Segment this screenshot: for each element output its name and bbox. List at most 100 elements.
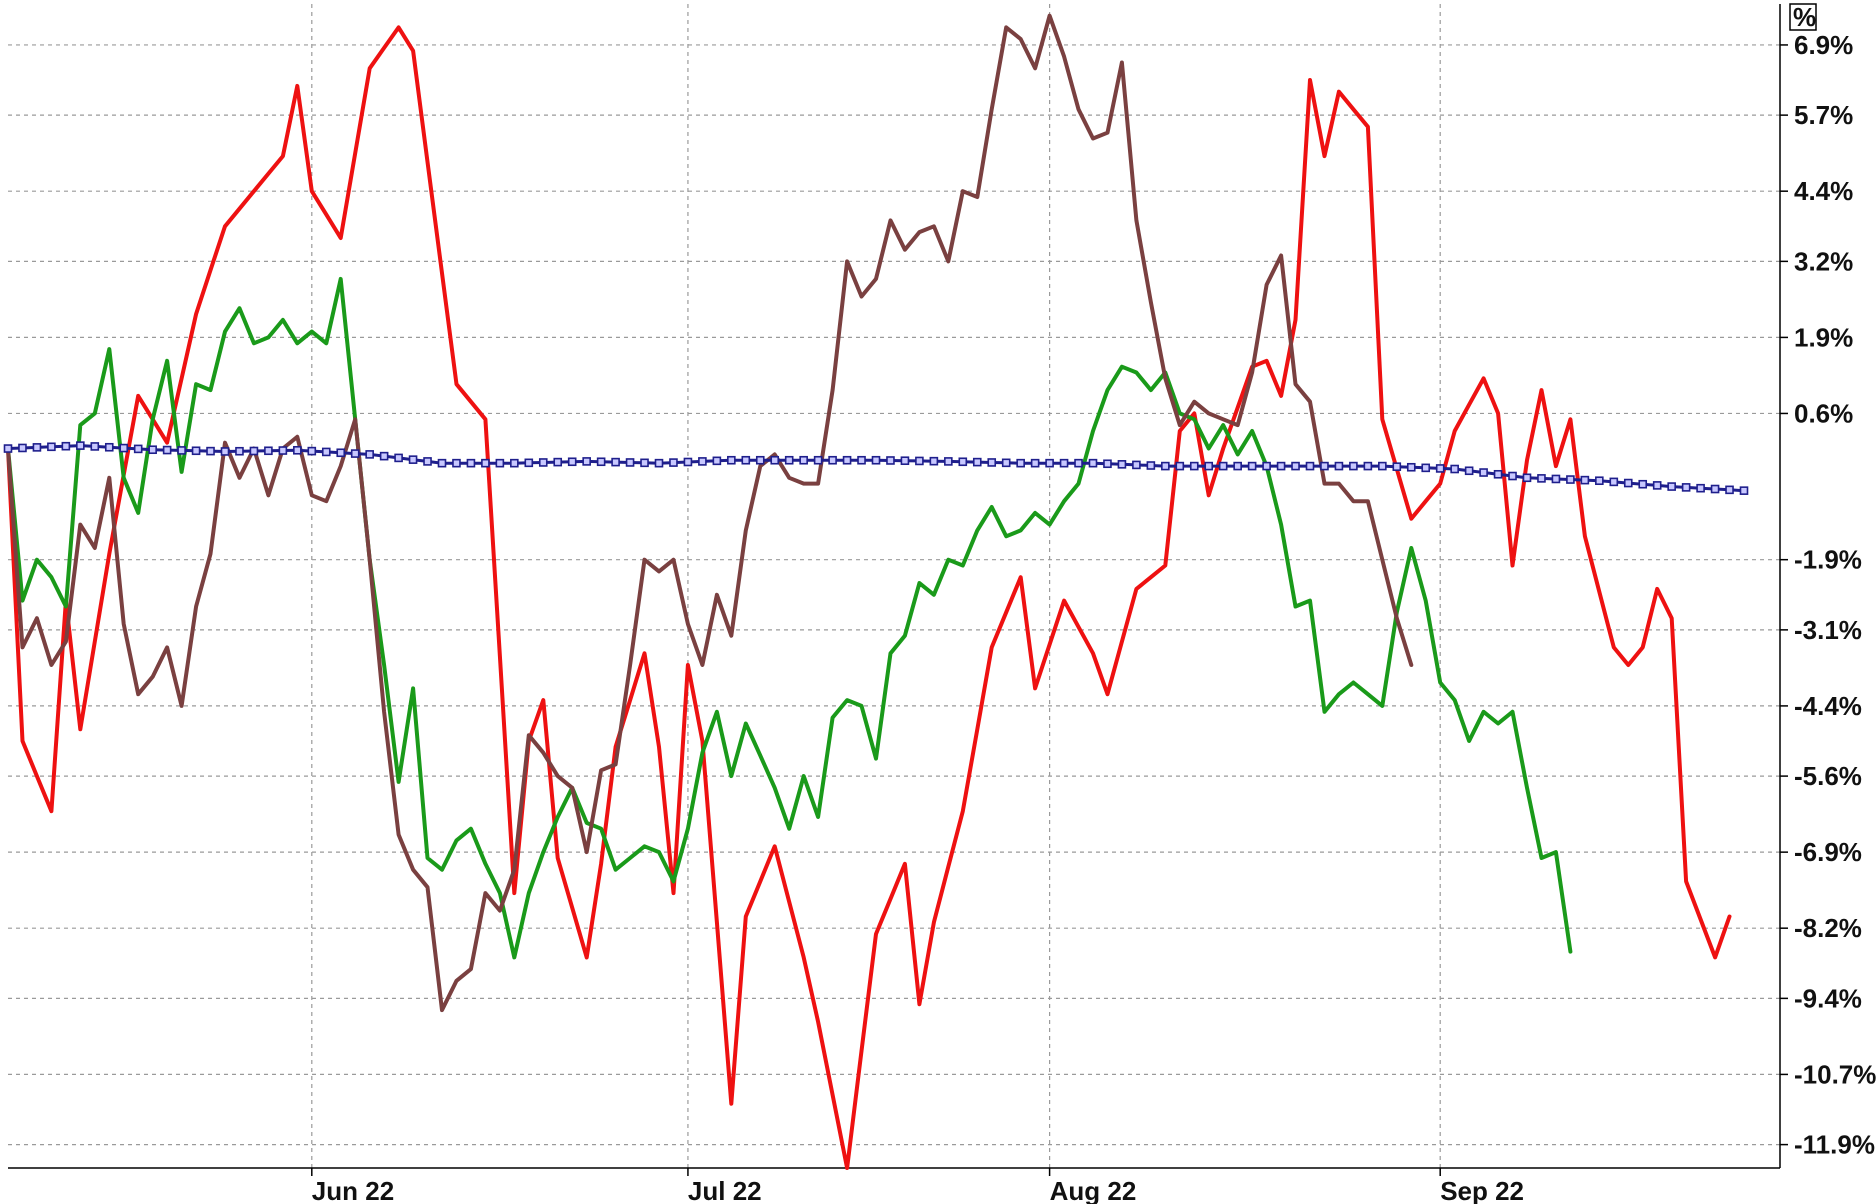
series-point-4 bbox=[336, 448, 346, 458]
series-point-4 bbox=[524, 458, 534, 468]
series-point-4 bbox=[1189, 461, 1199, 471]
series-point-4 bbox=[191, 446, 201, 456]
series-point-4 bbox=[452, 458, 461, 468]
series-point-4 bbox=[1652, 481, 1662, 490]
y-tick-label: -5.6% bbox=[1794, 761, 1862, 791]
series-point-4 bbox=[32, 443, 42, 452]
series-point-4 bbox=[1349, 461, 1358, 471]
y-tick-label: -8.2% bbox=[1794, 913, 1862, 943]
series-point-4 bbox=[727, 455, 736, 465]
series-point-4 bbox=[900, 456, 910, 466]
series-point-4 bbox=[1045, 458, 1054, 468]
series-layer bbox=[3, 13, 1749, 1170]
series-point-4 bbox=[770, 455, 780, 465]
series-point-4 bbox=[394, 453, 403, 463]
series-point-4 bbox=[1595, 476, 1604, 486]
series-point-4 bbox=[1435, 464, 1445, 473]
series-point-4 bbox=[669, 458, 678, 467]
series-point-4 bbox=[1001, 458, 1011, 468]
series-point-4 bbox=[321, 447, 331, 457]
series-point-4 bbox=[61, 441, 71, 451]
y-tick-label: -1.9% bbox=[1794, 545, 1862, 575]
series-point-4 bbox=[1508, 471, 1517, 481]
series-point-4 bbox=[1305, 461, 1315, 471]
series-point-4 bbox=[611, 457, 620, 467]
series-point-4 bbox=[712, 456, 722, 466]
x-tick-label: Jun 22 bbox=[312, 1176, 394, 1204]
series-point-4 bbox=[481, 458, 490, 468]
series-point-4 bbox=[1609, 477, 1619, 487]
y-tick-label: -4.4% bbox=[1794, 691, 1862, 721]
series-point-4 bbox=[1479, 468, 1488, 477]
y-tick-label: 5.7% bbox=[1794, 100, 1853, 130]
series-point-4 bbox=[350, 449, 360, 458]
series-point-4 bbox=[553, 457, 563, 467]
unit-label-box bbox=[1789, 3, 1817, 31]
series-point-4 bbox=[1218, 461, 1228, 471]
series-point-4 bbox=[784, 455, 794, 465]
y-tick-label: 3.2% bbox=[1794, 246, 1853, 276]
series-point-4 bbox=[1566, 475, 1575, 484]
series-point-4 bbox=[1262, 461, 1271, 471]
series-point-4 bbox=[1464, 466, 1474, 476]
series-point-4 bbox=[133, 444, 143, 454]
series-point-4 bbox=[755, 455, 765, 465]
series-point-4 bbox=[437, 458, 447, 468]
series-point-4 bbox=[1088, 458, 1098, 468]
series-point-4 bbox=[206, 446, 215, 456]
series-point-4 bbox=[654, 458, 664, 468]
series-point-4 bbox=[813, 455, 823, 465]
series-point-4 bbox=[625, 458, 635, 467]
series-point-4 bbox=[1580, 475, 1590, 485]
series-point-4 bbox=[1103, 459, 1112, 469]
series-point-4 bbox=[1074, 458, 1083, 468]
series-point-4 bbox=[162, 445, 172, 455]
series-point-4 bbox=[510, 458, 519, 468]
series-point-4 bbox=[1551, 474, 1561, 484]
series-point-4 bbox=[1161, 461, 1170, 471]
series-point-4 bbox=[177, 446, 186, 455]
y-tick-label: 1.9% bbox=[1794, 322, 1853, 352]
series-point-4 bbox=[1378, 461, 1387, 471]
series-point-4 bbox=[3, 444, 13, 453]
axis-layer bbox=[8, 4, 1788, 1176]
series-point-4 bbox=[1710, 484, 1720, 494]
series-point-4 bbox=[1204, 461, 1214, 471]
series-point-4 bbox=[886, 456, 895, 465]
y-tick-label: -11.9% bbox=[1794, 1130, 1875, 1160]
series-point-4 bbox=[76, 441, 85, 450]
series-point-4 bbox=[1363, 461, 1373, 471]
series-point-4 bbox=[1276, 461, 1286, 471]
series-point-4 bbox=[828, 455, 837, 465]
y-tick-label: -10.7% bbox=[1794, 1059, 1876, 1089]
series-point-4 bbox=[958, 457, 968, 467]
series-point-4 bbox=[1450, 464, 1459, 474]
series-point-4 bbox=[799, 455, 808, 465]
y-tick-label: -6.9% bbox=[1794, 837, 1862, 867]
series-point-4 bbox=[220, 447, 230, 456]
series-point-4 bbox=[119, 443, 129, 453]
series-line-2 bbox=[6, 276, 1573, 960]
series-point-4 bbox=[857, 455, 866, 465]
series-point-4 bbox=[278, 446, 288, 455]
series-point-4 bbox=[1725, 485, 1734, 495]
series-point-4 bbox=[1291, 461, 1300, 471]
series-point-4 bbox=[293, 445, 302, 455]
series-point-4 bbox=[18, 443, 27, 453]
series-point-4 bbox=[90, 442, 100, 451]
series-point-4 bbox=[972, 457, 982, 467]
y-tick-label: 4.4% bbox=[1794, 176, 1853, 206]
y-tick-label: 6.9% bbox=[1794, 30, 1853, 60]
series-point-4 bbox=[1117, 460, 1127, 469]
x-tick-label: Jul 22 bbox=[688, 1176, 762, 1204]
series-point-4 bbox=[1537, 474, 1546, 483]
label-layer: 6.9% 5.7% 4.4% 3.2% 1.9% 0.6% -1.9% -3.1% -4.4% -… bbox=[312, 2, 1876, 1204]
series-point-4 bbox=[640, 458, 649, 468]
series-point-4 bbox=[1233, 461, 1242, 471]
series-point-4 bbox=[47, 442, 56, 452]
series-point-4 bbox=[365, 450, 374, 459]
y-tick-label: 0.6% bbox=[1794, 398, 1853, 428]
series-point-4 bbox=[235, 446, 244, 456]
series-point-4 bbox=[423, 457, 432, 466]
